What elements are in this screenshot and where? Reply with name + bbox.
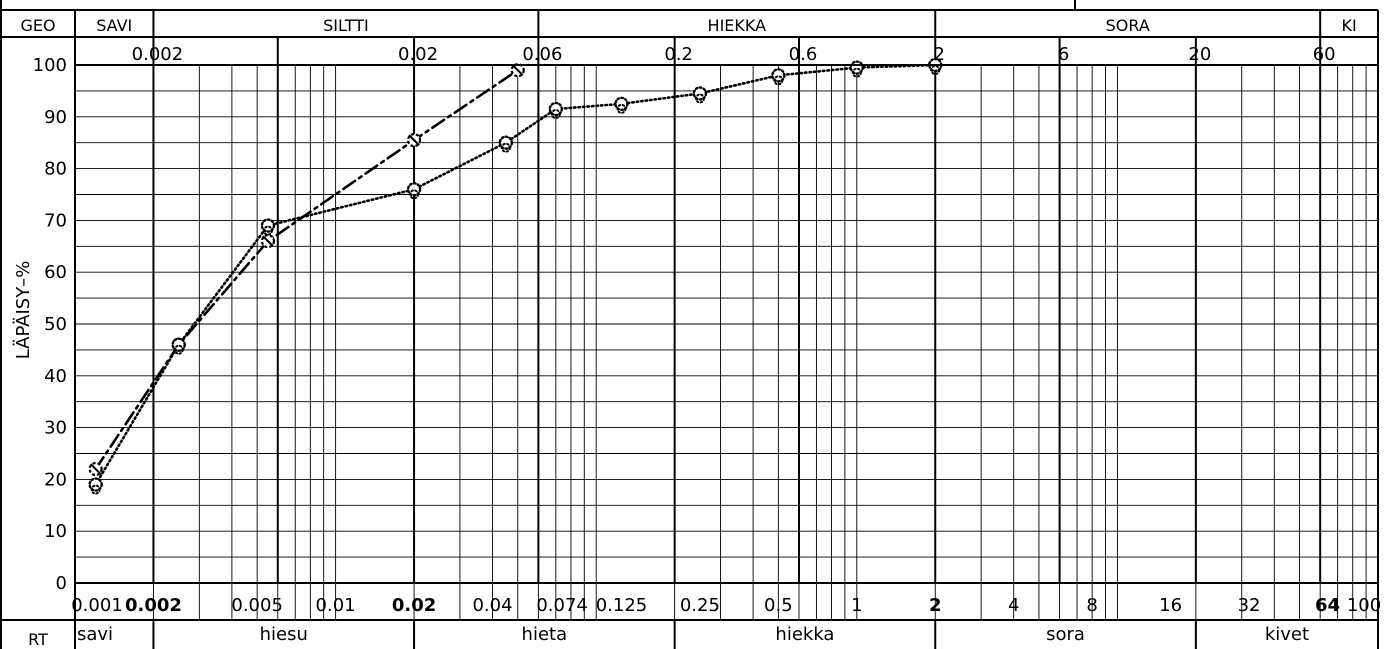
bottom-tick-label: 0.125 (596, 595, 648, 616)
bottom-tick-label: 0.001 (71, 595, 123, 616)
data-point-cross (512, 64, 524, 76)
bottom-tick-label: 0.01 (316, 595, 356, 616)
data-point-dotted-mark (773, 75, 784, 86)
bottom-tick-label: 16 (1159, 595, 1182, 616)
y-tick-label: 30 (44, 418, 67, 439)
bottom-tick-label: 0.25 (680, 595, 720, 616)
bottom-tick-label: 100 (1347, 595, 1381, 616)
bottom-tick-label: 2 (929, 595, 942, 616)
bottom-tick-label: 0.5 (764, 595, 793, 616)
geo-band-label: HIEKKA (708, 16, 767, 35)
series-layer (88, 57, 943, 495)
y-tick-label: 0 (56, 573, 67, 594)
bottom-tick-label: 0.002 (125, 595, 182, 616)
y-axis-label: LÄPÄISY–% (13, 261, 34, 360)
bottom-tick-label: 0.04 (472, 595, 512, 616)
bottom-tick-label: 32 (1238, 595, 1261, 616)
rt-footer-label: RT (28, 630, 48, 649)
data-point-cross (408, 134, 420, 146)
top-tick-label: 0.06 (522, 44, 562, 65)
y-tick-label: 50 (44, 314, 67, 335)
geo-band-label: KI (1341, 16, 1356, 35)
y-tick-label: 80 (44, 159, 67, 180)
y-tick-label: 40 (44, 366, 67, 387)
data-point-dotted-mark (694, 93, 705, 104)
geo-band-label: SILTTI (323, 16, 369, 35)
data-point-dotted-mark (851, 67, 862, 78)
rt-band-label: hiesu (260, 624, 308, 645)
top-tick-label: 0.2 (664, 44, 693, 65)
data-point-dotted-mark (409, 189, 420, 200)
top-tick-label: 2 (934, 44, 945, 65)
y-tick-label: 20 (44, 469, 67, 490)
top-tick-label: 0.002 (132, 44, 184, 65)
top-tick-label: 0.02 (398, 44, 438, 65)
y-tick-label: 100 (33, 55, 67, 76)
data-point-dotted-mark (500, 142, 511, 153)
bottom-tick-label: 1 (851, 595, 862, 616)
y-tick-label: 10 (44, 521, 67, 542)
bottom-tick-label: 0.02 (392, 595, 436, 616)
top-tick-label: 20 (1188, 44, 1211, 65)
rt-band-label: kivet (1265, 624, 1309, 645)
rt-band-label: savi (77, 624, 113, 645)
rt-band-label: hieta (522, 624, 568, 645)
y-tick-label: 70 (44, 210, 67, 231)
top-tick-label: 0.6 (789, 44, 818, 65)
geo-header-label: GEO (20, 16, 55, 35)
data-point-dotted-mark (173, 344, 184, 355)
bottom-tick-label: 8 (1086, 595, 1097, 616)
rt-band-label: hiekka (775, 624, 834, 645)
data-point-cross (89, 463, 102, 475)
data-point-dotted-mark (616, 103, 627, 114)
data-point-cross (262, 235, 274, 247)
data-point-dotted-mark (262, 225, 273, 236)
rt-band-label: sora (1046, 624, 1085, 645)
y-tick-label: 60 (44, 262, 67, 283)
data-point-dotted-mark (90, 484, 101, 495)
y-tick-label: 90 (44, 107, 67, 128)
bottom-tick-label: 0.074 (536, 595, 588, 616)
data-point-dotted-mark (550, 109, 561, 120)
top-tick-label: 60 (1313, 44, 1336, 65)
series-line (94, 63, 937, 486)
bottom-tick-label: 0.005 (231, 595, 283, 616)
bottom-tick-label: 64 (1315, 595, 1340, 616)
geo-band-label: SORA (1106, 16, 1150, 35)
series-line (94, 68, 520, 471)
bottom-tick-label: 4 (1008, 595, 1019, 616)
grid (75, 37, 1378, 620)
top-tick-label: 6 (1058, 44, 1069, 65)
geo-band-label: SAVI (96, 16, 132, 35)
